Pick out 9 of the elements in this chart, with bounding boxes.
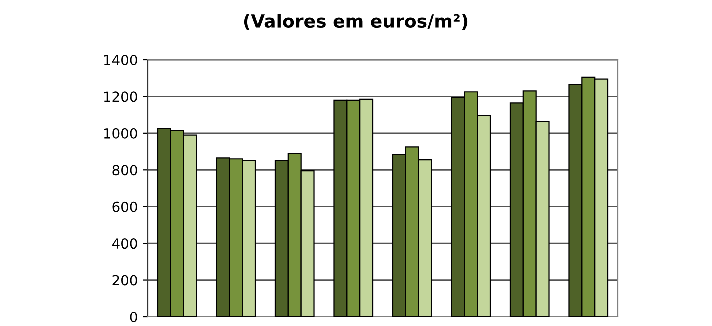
y-tick-label: 800 [112,165,138,176]
y-tick-label: 1400 [104,54,138,66]
y-tick-label: 600 [112,202,138,212]
chart-title: (Valores em euros/m²) [244,14,468,30]
y-tick-label: 400 [112,238,138,250]
y-tick-label: 200 [112,275,138,286]
y-tick-label: 0 [130,312,138,322]
y-tick-label: 1200 [104,92,138,102]
y-tick-label: 1000 [104,128,138,139]
